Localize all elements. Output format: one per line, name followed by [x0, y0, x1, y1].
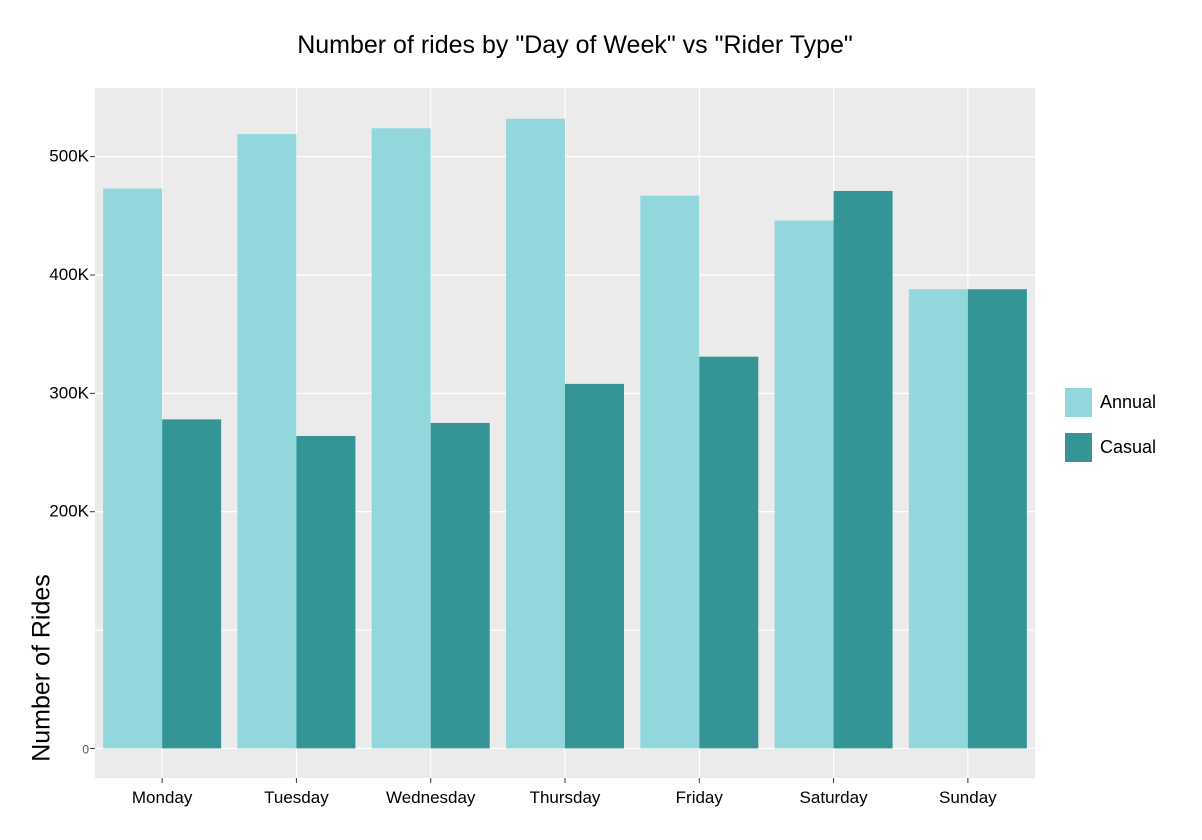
bar-annual-tuesday: [237, 134, 297, 749]
y-tick-label: 500K: [49, 147, 89, 166]
bar-annual-monday: [103, 188, 163, 749]
legend-swatch-annual: [1065, 388, 1092, 417]
y-tick-label: 0: [82, 742, 89, 756]
bar-casual-wednesday: [430, 422, 490, 749]
legend-item-casual: Casual: [1065, 425, 1156, 470]
bar-annual-friday: [640, 195, 700, 749]
bar-casual-thursday: [565, 383, 624, 749]
y-axis: 0 200K 300K 400K 500K: [49, 147, 95, 756]
y-tick-label: 400K: [49, 265, 89, 284]
legend-label-casual: Casual: [1100, 437, 1157, 457]
bar-annual-thursday: [506, 118, 565, 749]
bar-casual-monday: [162, 419, 222, 749]
bar-casual-saturday: [833, 190, 893, 749]
y-tick-label: 200K: [49, 502, 89, 521]
bar-annual-sunday: [908, 289, 968, 749]
bar-casual-sunday: [967, 289, 1027, 749]
legend-swatch-casual: [1065, 433, 1092, 462]
x-axis: Monday Tuesday Wednesday Thursday Friday Satu…: [132, 778, 997, 807]
x-tick-label: Saturday: [800, 788, 869, 807]
legend-label-annual: Annual: [1100, 392, 1157, 412]
bars: [103, 118, 1027, 749]
y-tick-label: 300K: [49, 383, 89, 402]
bar-annual-saturday: [774, 220, 834, 749]
x-tick-label: Friday: [676, 788, 724, 807]
x-tick-label: Thursday: [530, 788, 601, 807]
x-tick-label: Tuesday: [264, 788, 329, 807]
x-tick-label: Wednesday: [386, 788, 476, 807]
legend: Annual Casual: [1065, 380, 1156, 470]
bar-annual-wednesday: [371, 128, 431, 749]
x-tick-label: Monday: [132, 788, 193, 807]
x-tick-label: Sunday: [939, 788, 997, 807]
legend-item-annual: Annual: [1065, 380, 1156, 425]
bar-casual-tuesday: [296, 435, 356, 749]
bar-casual-friday: [699, 356, 759, 749]
chart-title: Number of rides by "Day of Week" vs "Rid…: [297, 31, 853, 59]
